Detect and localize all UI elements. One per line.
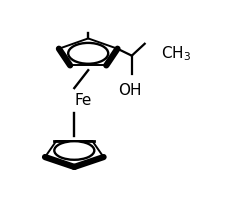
Text: OH: OH <box>118 83 142 98</box>
Text: CH$_3$: CH$_3$ <box>161 44 191 63</box>
Text: Fe: Fe <box>74 93 92 108</box>
